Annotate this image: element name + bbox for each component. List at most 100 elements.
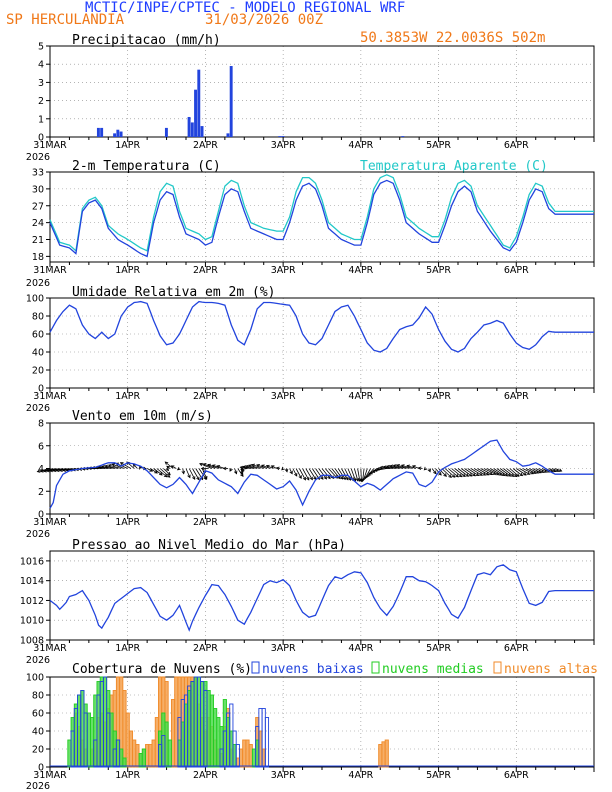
wind-arrow-head	[159, 472, 163, 476]
wind-arrow-shaft	[243, 466, 255, 469]
cloud-bar-nuvens-medias	[232, 744, 237, 768]
wind-arrow-head	[139, 465, 143, 470]
wind-arrow-head	[166, 465, 170, 470]
cloud-bar-nuvens-medias	[190, 681, 195, 768]
panel-frame	[49, 45, 595, 138]
wind-arrow-shaft	[509, 468, 520, 477]
wind-arrow-shaft	[503, 468, 514, 477]
x-day-label: 4APR	[348, 643, 373, 654]
wind-arrow	[506, 468, 518, 478]
wind-arrow	[480, 468, 493, 476]
wind-arrow-head	[192, 476, 196, 480]
wind-arrow-head	[485, 472, 490, 476]
wind-arrow	[163, 468, 171, 476]
cloud-bar-nuvens-medias	[177, 739, 182, 768]
cloud-bar-nuvens-medias	[196, 676, 202, 768]
temp-line	[49, 179, 594, 258]
cloud-bar-nuvens-altas	[238, 748, 244, 768]
y-tick-label: 1014	[20, 576, 44, 587]
wind-arrow	[376, 466, 391, 471]
wind-arrow-head	[200, 466, 205, 471]
y-tick-label: 20	[32, 366, 44, 377]
wind-arrow	[473, 468, 487, 476]
wind-arrow-head	[59, 468, 63, 472]
wind-arrow-shaft	[171, 465, 177, 469]
wind-arrow	[119, 462, 132, 469]
wind-arrow-shaft	[493, 468, 505, 476]
wind-arrow-head	[284, 468, 289, 473]
wind-arrow-shaft	[506, 468, 517, 477]
precip-bar	[113, 133, 117, 137]
wind-arrow-shaft	[461, 468, 473, 477]
cloud-bar-nuvens-medias	[73, 703, 78, 768]
wind-arrow	[281, 466, 285, 471]
wind-arrow-shaft	[146, 468, 153, 472]
wind-arrow-head	[46, 468, 50, 473]
wind-arrow	[411, 465, 420, 469]
y-tick-label: 2	[38, 96, 44, 107]
x-day-label: 6APR	[504, 391, 529, 402]
wind-arrow	[512, 468, 524, 477]
wind-arrow	[199, 462, 213, 469]
cloud-bar-nuvens-altas	[148, 744, 153, 768]
cloud-bar-nuvens-baixas	[203, 690, 208, 768]
wind-arrow	[150, 468, 158, 474]
cloud-bar-nuvens-medias	[70, 717, 75, 768]
wind-arrow	[200, 466, 209, 471]
wind-arrow-shaft	[538, 468, 547, 473]
wind-arrow-shaft	[390, 465, 404, 469]
wind-arrow	[438, 468, 447, 477]
x-day-label: 3APR	[271, 140, 296, 151]
cloud-bar-nuvens-medias	[216, 717, 221, 768]
wind-arrow-head	[216, 464, 221, 469]
wind-arrow-shaft	[516, 468, 527, 476]
wind-arrow-shaft	[337, 468, 346, 480]
wind-arrow	[139, 465, 143, 470]
wind-arrow	[486, 468, 500, 476]
wind-arrow-head	[202, 463, 207, 467]
x-day-label: 31MAR	[33, 391, 67, 402]
cloud-bar-nuvens-medias	[164, 721, 169, 768]
legend-swatch-high	[493, 661, 502, 674]
y-tick-label: 1008	[20, 636, 44, 647]
wind-arrow-shaft	[512, 468, 523, 476]
wind-arrow-head	[42, 469, 47, 473]
wind-arrow-shaft	[98, 466, 112, 469]
wind-arrow	[496, 468, 509, 477]
wind-arrow-shaft	[266, 465, 274, 469]
precip-bar	[100, 127, 104, 137]
wind-arrow-shaft	[150, 468, 158, 474]
header-title: MCTIC/INPE/CPTEC - MODELO REGIONAL WRF	[85, 0, 405, 16]
wind-arrow-shaft	[529, 468, 539, 474]
x-year-label: 2026	[26, 655, 50, 666]
x-year-label: 2026	[26, 152, 50, 163]
wind-arrow-head	[260, 464, 265, 468]
wind-arrow	[470, 468, 483, 476]
cloud-bar-nuvens-altas	[128, 730, 134, 768]
wind-arrow-shaft	[554, 468, 562, 472]
wind-arrow-head	[364, 475, 368, 480]
wind-arrow-head	[519, 472, 524, 477]
cloud-title: Cobertura de Nuvens (%)	[72, 662, 252, 677]
wind-arrow-head	[423, 466, 428, 471]
wind-arrow	[260, 464, 271, 469]
wind-arrow-head	[240, 473, 244, 477]
cloud-legend: nuvens baixas nuvens medias nuvens altas	[251, 661, 598, 677]
y-tick-label: 33	[32, 168, 44, 179]
wind-arrow-head	[373, 468, 378, 472]
wind-arrow-head	[515, 473, 520, 477]
wind-arrow-head	[39, 469, 44, 473]
cloud-bar-nuvens-medias	[219, 726, 224, 768]
wind-arrow	[270, 465, 277, 469]
wind-arrow	[284, 468, 289, 473]
wind-arrow-head	[242, 465, 247, 469]
wind-arrow-shaft	[59, 468, 73, 471]
x-day-label: 5APR	[426, 265, 451, 276]
cloud-bar-nuvens-medias	[167, 739, 172, 768]
wind-arrow	[101, 465, 115, 469]
wind-arrow-shaft	[483, 468, 496, 475]
x-day-label: 31MAR	[33, 140, 67, 151]
cloud-bar-nuvens-baixas	[83, 712, 88, 768]
wind-arrow	[554, 468, 563, 472]
